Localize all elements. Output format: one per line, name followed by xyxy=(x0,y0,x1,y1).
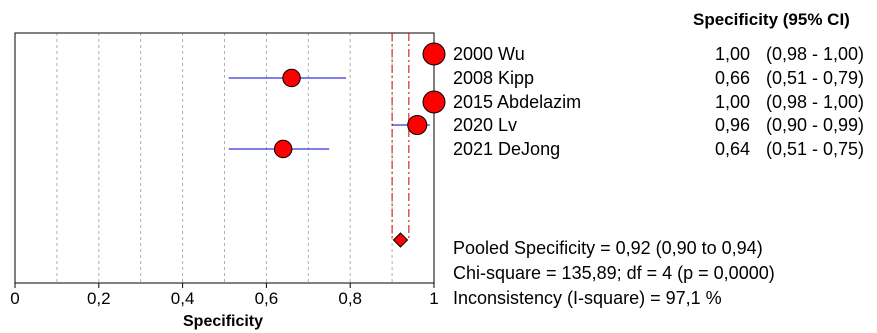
study-label: 2000 Wu xyxy=(453,44,525,64)
x-tick-label: 0 xyxy=(10,289,19,308)
study-ci: (0,98 - 1,00) xyxy=(766,44,865,64)
study-ci: (0,90 - 0,99) xyxy=(766,115,865,135)
study-estimate: 0,64 xyxy=(714,139,750,159)
study-label: 2015 Abdelazim xyxy=(453,92,582,112)
table-header: Specificity (95% CI) xyxy=(693,10,850,29)
x-axis-label: Specificity xyxy=(183,313,264,330)
x-axis: 0 0,2 0,4 0,6 0,8 1 xyxy=(10,283,439,308)
study-marker xyxy=(407,115,428,135)
study-label: 2021 DeJong xyxy=(453,139,561,159)
study-estimate: 1,00 xyxy=(714,44,750,64)
study-marker xyxy=(422,90,446,114)
study-estimate: 1,00 xyxy=(714,92,750,112)
study-estimate: 0,96 xyxy=(714,115,750,135)
study-marker xyxy=(273,139,293,159)
summary-line: Inconsistency (I-square) = 97,1 % xyxy=(453,288,722,308)
study-marker xyxy=(282,68,301,88)
study-ci: (0,51 - 0,79) xyxy=(766,68,865,88)
pooled-diamond xyxy=(392,232,409,248)
study-markers xyxy=(228,42,446,248)
study-marker xyxy=(422,42,446,66)
summary-line: Chi-square = 135,89; df = 4 (p = 0,0000) xyxy=(453,263,775,283)
pooled-ci-lines xyxy=(391,33,410,240)
x-tick-label: 1 xyxy=(429,289,438,308)
study-label: 2008 Kipp xyxy=(453,68,535,88)
study-label: 2020 Lv xyxy=(453,115,518,135)
x-tick-label: 0,6 xyxy=(255,289,279,308)
study-estimate: 0,66 xyxy=(714,68,750,88)
plot-frame xyxy=(14,32,435,284)
x-tick-label: 0,8 xyxy=(338,289,362,308)
summary-line: Pooled Specificity = 0,92 (0,90 to 0,94) xyxy=(453,238,763,258)
study-ci: (0,98 - 1,00) xyxy=(766,92,865,112)
x-tick-label: 0,4 xyxy=(171,289,195,308)
study-ci: (0,51 - 0,75) xyxy=(766,139,865,159)
grid-lines xyxy=(56,33,393,283)
x-tick-label: 0,2 xyxy=(87,289,111,308)
